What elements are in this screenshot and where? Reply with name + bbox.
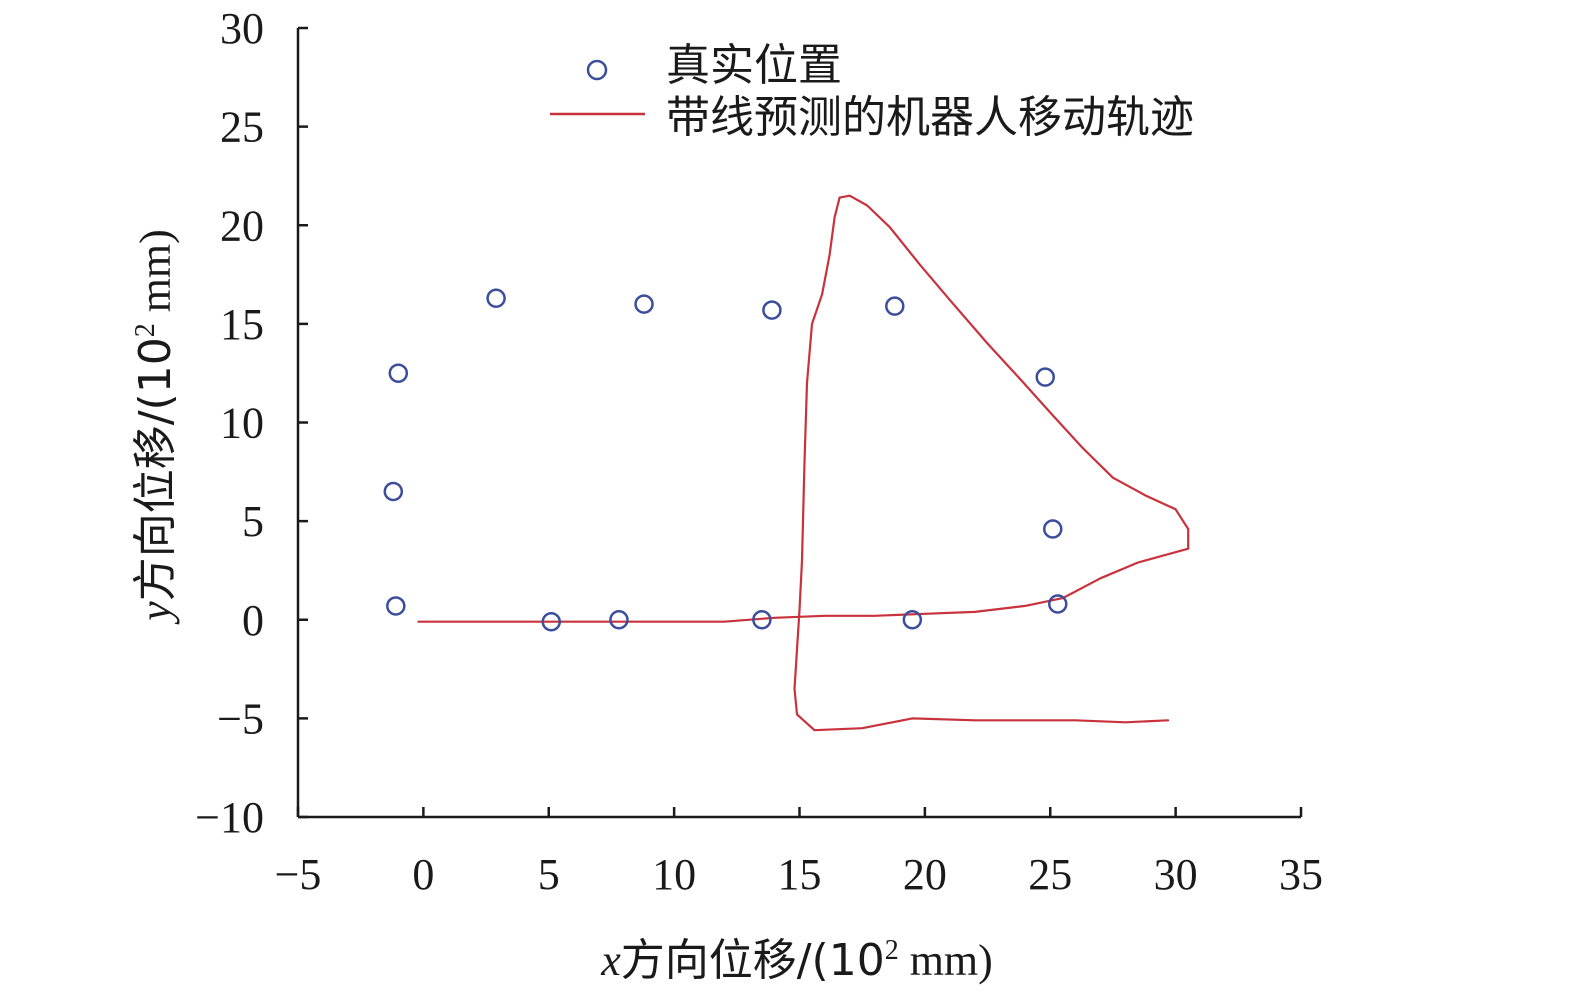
- true-position-point: [386, 596, 406, 616]
- y-tick-label: 5: [242, 497, 264, 546]
- y-tick-label: 0: [242, 596, 264, 645]
- x-ticks: −5 0 5 10 15 20 25 30 35: [275, 807, 1323, 899]
- legend-label-predicted-trajectory: 带线预测的机器人移动轨迹: [666, 92, 1194, 143]
- x-tick-label: 20: [903, 850, 947, 899]
- y-tick-label: 30: [220, 4, 264, 53]
- x-tick-label: 35: [1279, 850, 1323, 899]
- x-tick-label: −5: [275, 850, 322, 899]
- legend: 真实位置 带线预测的机器人移动轨迹: [550, 40, 1194, 143]
- true-position-point: [1035, 367, 1055, 387]
- true-position-point: [752, 610, 772, 630]
- y-tick-label: −10: [195, 793, 264, 842]
- y-tick-label: 20: [220, 201, 264, 250]
- true-position-point: [902, 610, 923, 630]
- true-position-point: [486, 288, 506, 308]
- predicted-trajectory-line: [417, 194, 1190, 732]
- legend-marker-true-position: [586, 59, 608, 81]
- y-ticks: 30 25 20 15 10 5 0 −5 −10: [195, 4, 308, 842]
- x-tick-label: 15: [778, 850, 822, 899]
- x-axis-label: x方向位移/(102 mm): [600, 935, 993, 986]
- y-tick-label: 25: [220, 103, 264, 152]
- x-tick-label: 10: [652, 850, 696, 899]
- x-tick-label: 0: [412, 850, 434, 899]
- true-position-point: [388, 363, 409, 383]
- true-position-point: [634, 294, 654, 314]
- x-tick-label: 30: [1154, 850, 1198, 899]
- true-position-point: [383, 481, 404, 502]
- true-position-point: [1043, 519, 1063, 539]
- y-tick-label: −5: [217, 694, 264, 743]
- true-position-point: [1048, 594, 1068, 614]
- true-position-point: [541, 611, 562, 632]
- x-tick-label: 5: [538, 850, 560, 899]
- true-position-point: [762, 300, 782, 320]
- y-axis-label: y方向位移/(102 mm): [130, 229, 181, 625]
- x-tick-label: 25: [1028, 850, 1072, 899]
- true-position-point: [609, 610, 629, 630]
- legend-label-true-position: 真实位置: [666, 40, 842, 91]
- axes: [296, 28, 1301, 819]
- true-position-point: [885, 296, 905, 316]
- y-tick-label: 15: [220, 300, 264, 349]
- series-layer: [383, 194, 1190, 732]
- y-tick-label: 10: [220, 399, 264, 448]
